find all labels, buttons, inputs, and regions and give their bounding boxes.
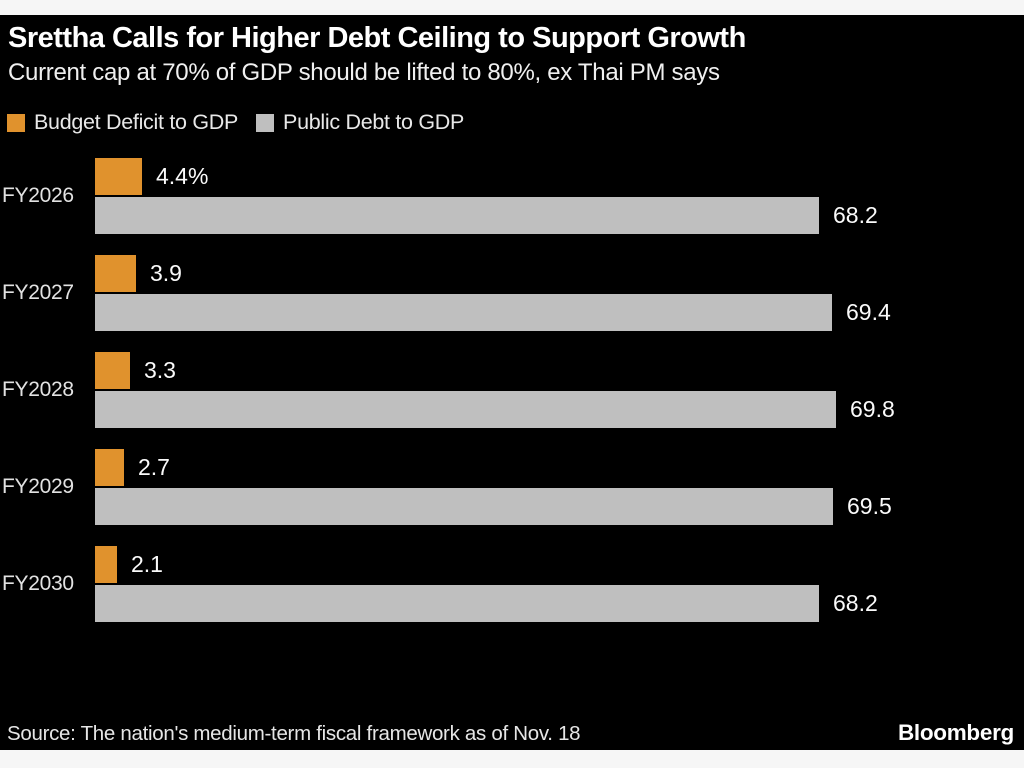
legend-item-deficit: Budget Deficit to GDP: [7, 110, 238, 135]
bar-value-label: 4.4%: [156, 163, 209, 189]
bar-value-label: 69.5: [847, 493, 892, 519]
category-label: FY2030: [2, 572, 74, 595]
debt-bar: [95, 197, 819, 234]
chart-title: Srettha Calls for Higher Debt Ceiling to…: [8, 22, 746, 54]
debt-bar: [95, 294, 832, 331]
bar-value-label: 2.7: [138, 454, 170, 480]
legend-label-deficit: Budget Deficit to GDP: [34, 110, 239, 134]
bar-row: 4.4%: [0, 157, 1024, 196]
bar-group-fy2028: FY2028 3.3 69.8: [0, 351, 1024, 429]
debt-bar: [95, 391, 836, 428]
deficit-legend-swatch-icon: [7, 113, 25, 132]
bar-group-fy2030: FY2030 2.1 68.2: [0, 545, 1024, 623]
bar-row: 69.4: [0, 293, 1024, 332]
bar-value-label: 2.1: [131, 551, 163, 577]
deficit-bar: [95, 255, 136, 292]
category-label: FY2028: [2, 378, 74, 401]
bar-row: 2.7: [0, 448, 1024, 487]
chart-subtitle: Current cap at 70% of GDP should be lift…: [8, 59, 720, 86]
debt-bar: [95, 488, 833, 525]
source-note: Source: The nation's medium-term fiscal …: [7, 722, 581, 745]
legend: Budget Deficit to GDP Public Debt to GDP: [7, 110, 464, 135]
bar-value-label: 3.9: [150, 260, 182, 286]
legend-item-debt: Public Debt to GDP: [256, 110, 464, 135]
category-label: FY2026: [2, 184, 74, 207]
debt-bar: [95, 585, 819, 622]
deficit-bar: [95, 158, 142, 195]
debt-legend-swatch-icon: [256, 113, 275, 132]
bar-value-label: 3.3: [144, 357, 176, 383]
bloomberg-logo: Bloomberg: [897, 720, 1014, 745]
bar-group-fy2026: FY2026 4.4% 68.2: [0, 157, 1024, 235]
bar-row: 68.2: [0, 196, 1024, 235]
bar-value-label: 68.2: [833, 202, 878, 228]
bar-group-fy2029: FY2029 2.7 69.5: [0, 448, 1024, 526]
bar-group-fy2027: FY2027 3.9 69.4: [0, 254, 1024, 332]
footer: Source: The nation's medium-term fiscal …: [7, 720, 1014, 746]
deficit-bar: [95, 352, 130, 389]
bar-value-label: 69.4: [846, 299, 891, 325]
bar-row: 69.5: [0, 487, 1024, 526]
category-label: FY2027: [2, 281, 74, 304]
bar-value-label: 69.8: [850, 396, 895, 422]
bar-row: 69.8: [0, 390, 1024, 429]
chart: FY2026 4.4% 68.2 FY2027 3.9 69.4 FY2028 3.3 69.8…: [0, 157, 1024, 623]
category-label: FY2029: [2, 475, 74, 498]
legend-label-debt: Public Debt to GDP: [283, 110, 465, 134]
deficit-bar: [95, 449, 124, 486]
bar-value-label: 68.2: [833, 590, 878, 616]
bar-row: 3.3: [0, 351, 1024, 390]
bar-row: 2.1: [0, 545, 1024, 584]
chart-card: Srettha Calls for Higher Debt Ceiling to…: [0, 15, 1024, 750]
deficit-bar: [95, 546, 117, 583]
bar-row: 3.9: [0, 254, 1024, 293]
bar-row: 68.2: [0, 584, 1024, 623]
